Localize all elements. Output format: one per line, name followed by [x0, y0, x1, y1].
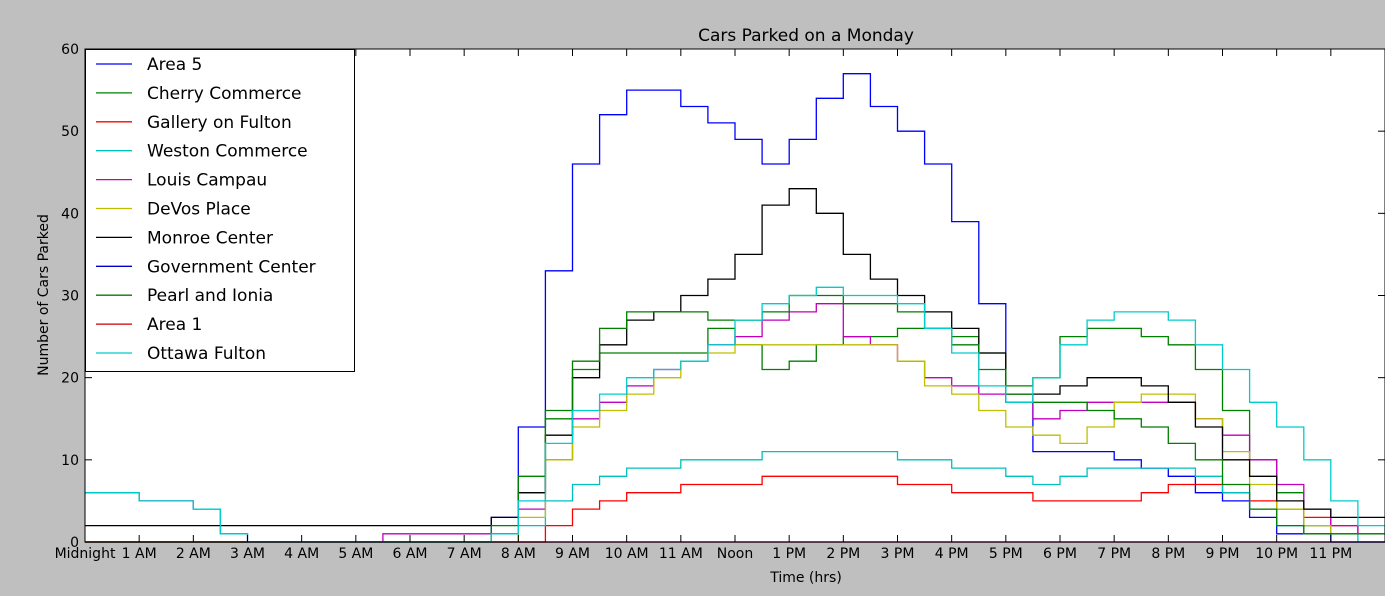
x-tick-label: 10 PM [1255, 546, 1298, 562]
x-tick-label: 4 PM [935, 546, 969, 562]
legend-label-area-1: Area 1 [147, 315, 202, 335]
y-tick-label: 10 [61, 453, 79, 469]
x-tick-label: 8 AM [501, 546, 536, 562]
legend-label-area-5: Area 5 [147, 55, 202, 75]
chart-title: Cars Parked on a Monday [698, 26, 914, 46]
x-tick-label: 3 PM [881, 546, 915, 562]
x-tick-label: 3 AM [230, 546, 265, 562]
x-tick-label: 9 AM [555, 546, 590, 562]
y-tick-label: 60 [61, 42, 79, 58]
x-tick-label: 7 PM [1097, 546, 1131, 562]
legend-label-monroe-center: Monroe Center [147, 228, 273, 248]
x-tick-label: 8 PM [1151, 546, 1185, 562]
legend-label-pearl-and-ionia: Pearl and Ionia [147, 286, 273, 306]
legend-label-devos-place: DeVos Place [147, 200, 251, 220]
x-axis-label: Time (hrs) [769, 570, 842, 586]
legend-label-government-center: Government Center [147, 257, 316, 277]
legend-label-weston-commerce: Weston Commerce [147, 142, 308, 162]
legend-label-ottawa-fulton: Ottawa Fulton [147, 344, 266, 364]
series-line-area-5 [85, 73, 1385, 543]
series-line-ottawa-fulton [85, 286, 1385, 543]
ticks-layer: 0 10 20 30 40 50 60 Midnight 1 AM 2 AM 3 AM 4 AM 5 A… [55, 42, 1385, 562]
x-tick-label: 5 PM [989, 546, 1023, 562]
y-tick-label: 0 [70, 535, 79, 551]
x-tick-label: 6 PM [1043, 546, 1077, 562]
y-tick-label: 50 [61, 124, 79, 140]
y-tick-label: 30 [61, 289, 79, 305]
x-tick-label: 11 PM [1309, 546, 1352, 562]
series-line-monroe-center [85, 188, 1385, 527]
x-tick-label: 5 AM [338, 546, 373, 562]
x-tick-label: 11 AM [659, 546, 703, 562]
legend: Area 5 Cherry Commerce Gallery on Fulton We… [85, 49, 355, 372]
series-line-gallery-on-fulton [85, 475, 1385, 543]
legend-label-gallery-on-fulton: Gallery on Fulton [147, 113, 292, 133]
y-tick-label: 20 [61, 371, 79, 387]
legend-label-louis-campau: Louis Campau [147, 171, 267, 191]
y-axis-label: Number of Cars Parked [36, 214, 52, 376]
x-tick-label: 7 AM [447, 546, 482, 562]
x-tick-label: 4 AM [284, 546, 319, 562]
x-tick-label: 9 PM [1206, 546, 1240, 562]
x-tick-label: 10 AM [605, 546, 649, 562]
x-tick-label: 2 AM [176, 546, 211, 562]
x-tick-label: Midnight [55, 546, 116, 562]
x-tick-label: 1 PM [772, 546, 806, 562]
legend-box [85, 49, 355, 372]
x-tick-label: 6 AM [392, 546, 427, 562]
x-tick-label: 2 PM [826, 546, 860, 562]
legend-label-cherry-commerce: Cherry Commerce [147, 84, 302, 104]
x-tick-label: Noon [717, 546, 753, 562]
y-tick-label: 40 [61, 206, 79, 222]
x-tick-label: 1 AM [122, 546, 157, 562]
